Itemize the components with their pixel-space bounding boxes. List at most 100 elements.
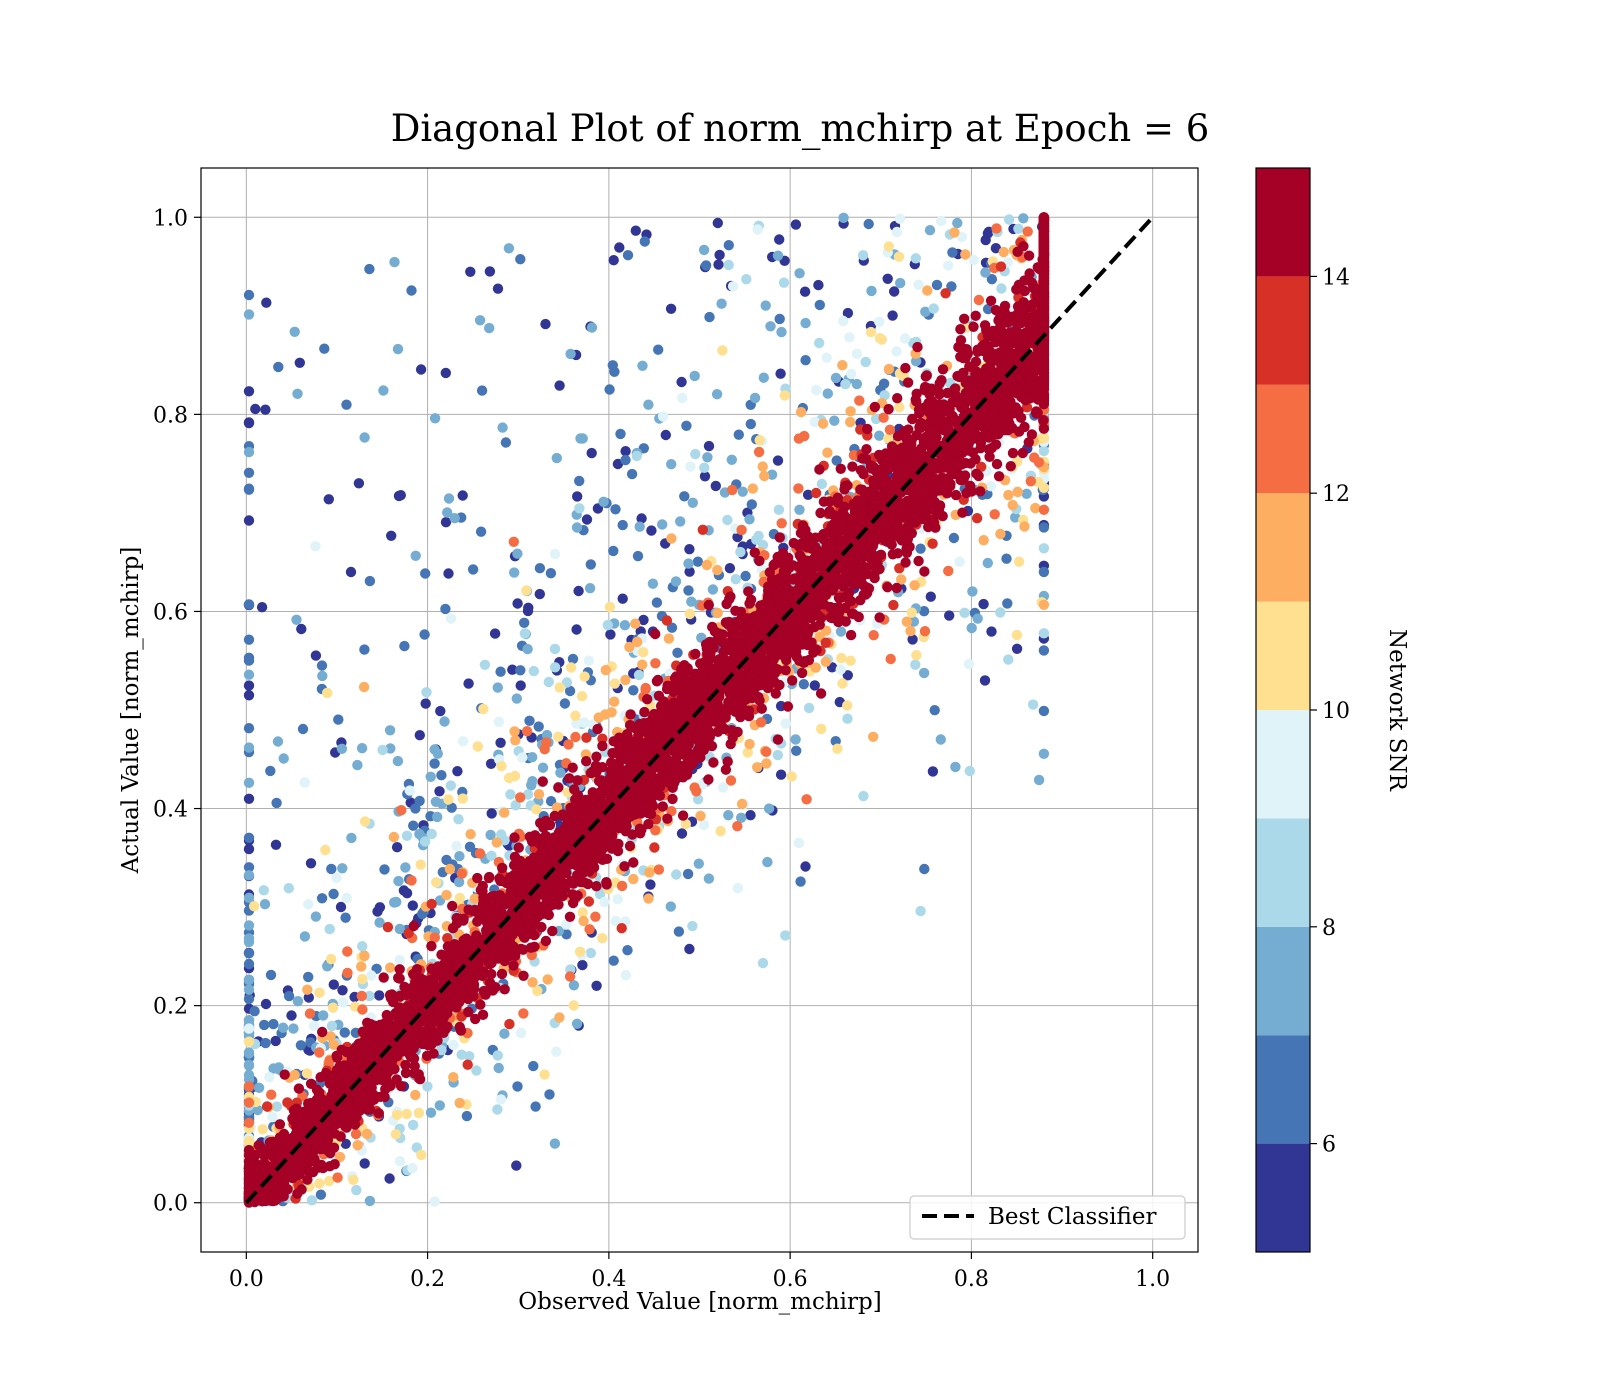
scatter-point (770, 688, 781, 699)
scatter-point (732, 726, 743, 738)
scatter-point (948, 532, 960, 544)
scatter-point (763, 803, 775, 814)
scatter-point (382, 921, 394, 933)
scatter-point (832, 743, 843, 754)
scatter-point (243, 386, 255, 397)
scatter-point (952, 217, 963, 229)
scatter-point (289, 326, 300, 337)
scatter-point (585, 947, 596, 959)
scatter-point (693, 858, 704, 869)
scatter-point (359, 432, 370, 443)
scatter-point (243, 948, 255, 959)
scatter-point (444, 863, 456, 875)
scatter-point (998, 246, 1009, 258)
scatter-point (950, 761, 961, 773)
scatter-point (1038, 415, 1049, 426)
scatter-point (947, 247, 958, 258)
scatter-point (1038, 522, 1050, 533)
scatter-point (830, 372, 842, 384)
scatter-point (907, 634, 918, 645)
scatter-point (1038, 628, 1050, 639)
scatter-point (388, 831, 400, 843)
scatter-point (624, 641, 635, 653)
scatter-point (963, 658, 975, 670)
scatter-point (317, 670, 328, 682)
scatter-point (949, 227, 960, 238)
scatter-point (745, 418, 756, 430)
scatter-point (396, 805, 407, 816)
scatter-point (723, 810, 734, 821)
scatter-point (831, 455, 842, 466)
scatter-point (379, 1091, 390, 1103)
scatter-point (531, 804, 542, 815)
scatter-point (966, 622, 977, 634)
scatter-point (337, 985, 348, 996)
scatter-point (842, 670, 853, 681)
scatter-point (628, 685, 639, 696)
scatter-point (910, 253, 921, 264)
scatter-point (346, 832, 357, 844)
scatter-point (863, 218, 874, 230)
scatter-point (243, 777, 255, 788)
scatter-point (736, 524, 747, 536)
scatter-point (736, 798, 748, 810)
scatter-point (929, 705, 940, 716)
scatter-point (844, 332, 855, 343)
scatter-point (757, 461, 768, 472)
scatter-point (293, 1083, 305, 1094)
scatter-point (539, 1069, 550, 1080)
scatter-point (259, 1019, 270, 1031)
scatter-point (324, 923, 335, 935)
scatter-point (584, 924, 595, 935)
scatter-point (959, 607, 970, 618)
scatter-point (575, 433, 586, 444)
scatter-point (554, 380, 565, 391)
scatter-point (310, 650, 322, 661)
scatter-point (541, 737, 552, 748)
scatter-point (499, 835, 510, 846)
scatter-point (401, 1108, 412, 1120)
scatter-point (920, 306, 931, 317)
scatter-point (972, 613, 983, 624)
scatter-point (609, 696, 620, 707)
scatter-point (700, 260, 712, 271)
scatter-point (453, 814, 464, 825)
scatter-point (633, 669, 645, 681)
scatter-point (821, 352, 832, 363)
scatter-point (320, 844, 331, 856)
scatter-point (495, 737, 506, 748)
scatter-point (583, 655, 594, 666)
scatter-point (657, 519, 668, 530)
scatter-point (325, 953, 337, 965)
scatter-point (342, 967, 353, 979)
scatter-point (846, 608, 858, 619)
scatter-point (646, 525, 657, 536)
scatter-point (716, 298, 727, 309)
scatter-point (561, 919, 572, 930)
scatter-point (845, 406, 856, 417)
scatter-point (510, 800, 521, 811)
scatter-point (243, 993, 255, 1005)
scatter-point (597, 933, 608, 944)
scatter-point (682, 868, 694, 880)
scatter-point (1026, 429, 1038, 440)
scatter-point (454, 851, 465, 862)
scatter-point (299, 777, 310, 788)
scatter-point (408, 920, 419, 932)
scatter-point (883, 403, 894, 415)
scatter-point (340, 1138, 351, 1150)
scatter-point (505, 789, 516, 800)
scatter-point (323, 1175, 335, 1187)
scatter-point (581, 756, 592, 767)
scatter-point (316, 660, 328, 671)
scatter-point (604, 601, 616, 613)
scatter-point (900, 557, 911, 568)
scatter-point (854, 395, 865, 406)
scatter-point (327, 1002, 339, 1013)
scatter-point (590, 911, 601, 922)
scatter-point (971, 513, 983, 524)
scatter-point (401, 830, 413, 841)
scatter-point (315, 1189, 327, 1200)
scatter-point (515, 254, 526, 265)
scatter-point (906, 607, 917, 618)
